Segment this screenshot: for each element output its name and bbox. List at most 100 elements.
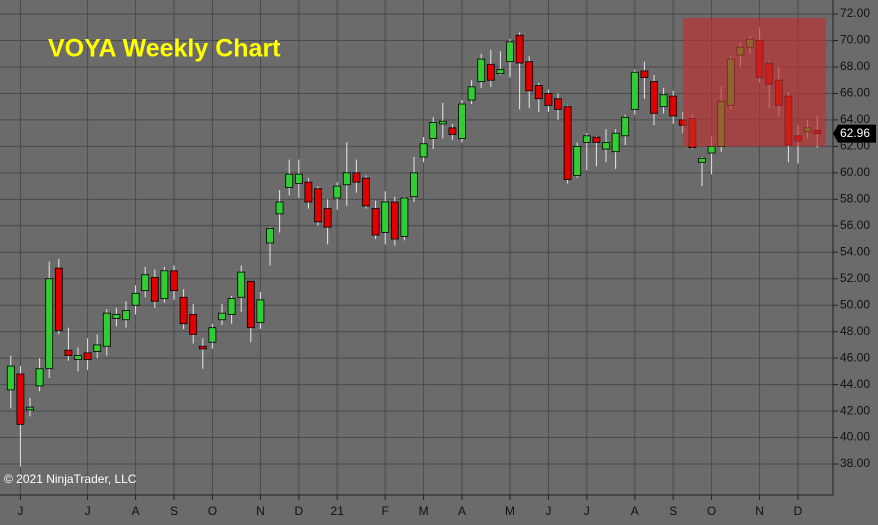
x-tick-label: D [794,504,803,518]
candle-body [515,34,524,64]
candle-body [6,365,15,391]
candle-body [83,352,92,360]
candle-body [362,177,370,207]
candle-body [237,271,246,298]
candle-body [611,132,620,153]
candle-body [112,314,121,319]
candle-body [323,208,332,228]
candle-body [698,157,706,163]
candle-body [458,103,466,139]
y-tick-label: 52.00 [840,271,870,285]
x-tick-label: M [505,504,515,518]
candle-body [467,86,476,101]
candle-body [314,188,322,223]
copyright: © 2021 NinjaTrader, LLC [4,472,137,486]
candle-body [554,98,562,110]
candle-body [189,314,198,335]
price-marker [833,124,876,143]
candle-body [486,63,495,81]
candle-body [525,61,534,92]
candle-body [621,116,630,137]
candle-body [150,277,159,302]
candle-body [208,327,217,343]
x-tick-label: N [755,504,764,518]
x-tick-label: 21 [331,504,345,518]
candle-body [429,122,438,139]
candle-body [602,142,610,150]
x-tick-label: J [85,504,91,518]
candle-body [592,136,601,143]
candle-body [544,93,553,106]
x-tick-label: S [669,504,677,518]
candle-body [410,172,418,198]
x-tick-label: J [545,504,551,518]
candle-body [640,70,649,78]
candle-body [179,296,188,325]
x-tick-label: A [458,504,466,518]
candle-body [669,95,678,117]
candle-body [160,270,169,299]
candle-body [506,41,514,63]
y-tick-label: 70.00 [840,33,870,47]
candle-body [573,145,582,176]
candle-body [93,344,102,352]
candle-body [45,278,54,370]
candle-body [381,201,390,233]
candle-body [170,270,178,292]
y-tick-label: 40.00 [840,430,870,444]
y-tick-label: 72.00 [840,6,870,20]
y-tick-label: 42.00 [840,403,870,417]
x-tick-label: J [17,504,23,518]
candle-body [26,406,34,411]
candle-body [707,145,716,154]
x-tick-label: S [170,504,178,518]
candle-body [74,355,82,360]
candle-body [218,312,226,321]
candle-body [266,228,274,244]
candle-body [582,135,591,143]
y-tick-label: 58.00 [840,191,870,205]
candle-body [390,201,399,240]
highlight-box [682,18,826,147]
candle-body [131,292,140,306]
candle-body [419,143,428,158]
candle-body [630,71,639,110]
y-tick-label: 48.00 [840,324,870,338]
candle-body [227,298,236,315]
y-tick-label: 46.00 [840,350,870,364]
candle-body [438,120,447,125]
candle-body [496,69,505,74]
y-tick-label: 68.00 [840,59,870,73]
x-tick-label: O [707,504,716,518]
candle-body [352,172,361,183]
candle-body [448,127,457,135]
y-tick-label: 44.00 [840,377,870,391]
x-tick-label: A [631,504,639,518]
y-tick-label: 50.00 [840,297,870,311]
x-tick-label: J [584,504,590,518]
candle-body [198,345,207,350]
candle-body [477,58,486,82]
candle-body [659,94,668,108]
candle-body [256,299,265,323]
candle-body [294,173,303,184]
last-price-label: 62.96 [840,126,870,140]
candle-body [400,197,409,237]
candle-body [246,280,255,329]
y-tick-label: 56.00 [840,218,870,232]
candle-body [16,373,25,425]
candle-body [563,106,572,180]
candle-body [275,201,284,215]
x-tick-label: N [256,504,265,518]
candle-body [35,368,44,387]
candle-body [64,349,73,356]
y-tick-label: 64.00 [840,112,870,126]
candle-body [534,85,543,100]
candle-body [54,267,63,331]
candle-body [141,274,150,292]
x-tick-label: F [382,504,389,518]
x-tick-label: M [419,504,429,518]
y-tick-label: 66.00 [840,86,870,100]
y-tick-label: 38.00 [840,456,870,470]
